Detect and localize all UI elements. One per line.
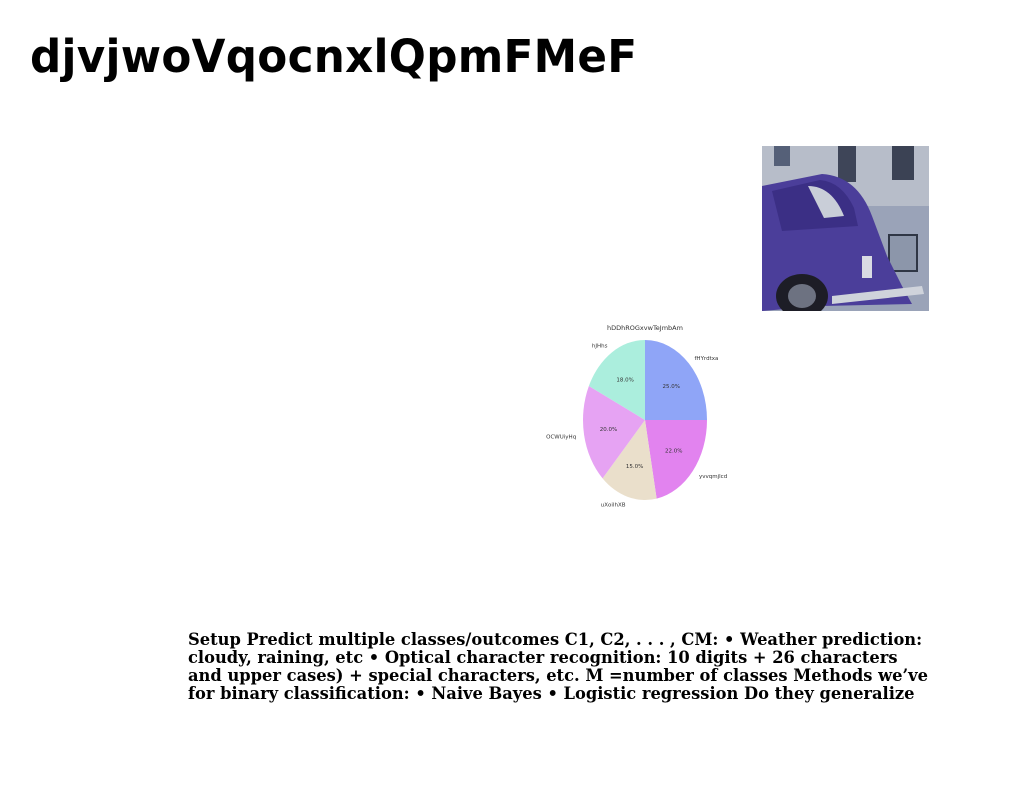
car-photo-illustration [762,146,929,311]
pie-slice-uXoilhXB [602,420,657,500]
pie-value-label: 22.0% [665,449,682,455]
pie-slice-yvvqmjlcd [645,420,707,499]
pie-chart-svg: hDDhROGxvwTeJmbAm 25.0% fHYrdtxa 22.0% yvvqm… [546,324,727,509]
pie-category-label: OCWUiyHq [546,435,576,441]
pie-slice-hJHhs [588,340,645,420]
pie-value-label: 18.0% [616,378,633,384]
pie-category-label: yvvqmjlcd [699,474,727,480]
pie-category-label: uXoilhXB [601,503,626,509]
pie-value-label: 20.0% [600,427,617,433]
pie-slice-OCWUiyHq [583,385,645,479]
pie-chart: hDDhROGxvwTeJmbAm 25.0% fHYrdtxa 22.0% yvvqm… [540,316,740,516]
pie-value-label: 25.0% [663,384,680,390]
chart-title: hDDhROGxvwTeJmbAm [607,324,683,332]
pie-value-label: 15.0% [626,464,643,470]
slide-body-text: Setup Predict multiple classes/outcomes … [188,630,928,703]
pie-slice-fHYrdtxa [645,340,707,420]
slide-title: djvjwoVqocnxlQpmFMeF [30,30,638,83]
vintage-car-photo [762,146,929,311]
pie-category-label: fHYrdtxa [695,356,719,362]
pie-category-label: hJHhs [592,344,608,350]
